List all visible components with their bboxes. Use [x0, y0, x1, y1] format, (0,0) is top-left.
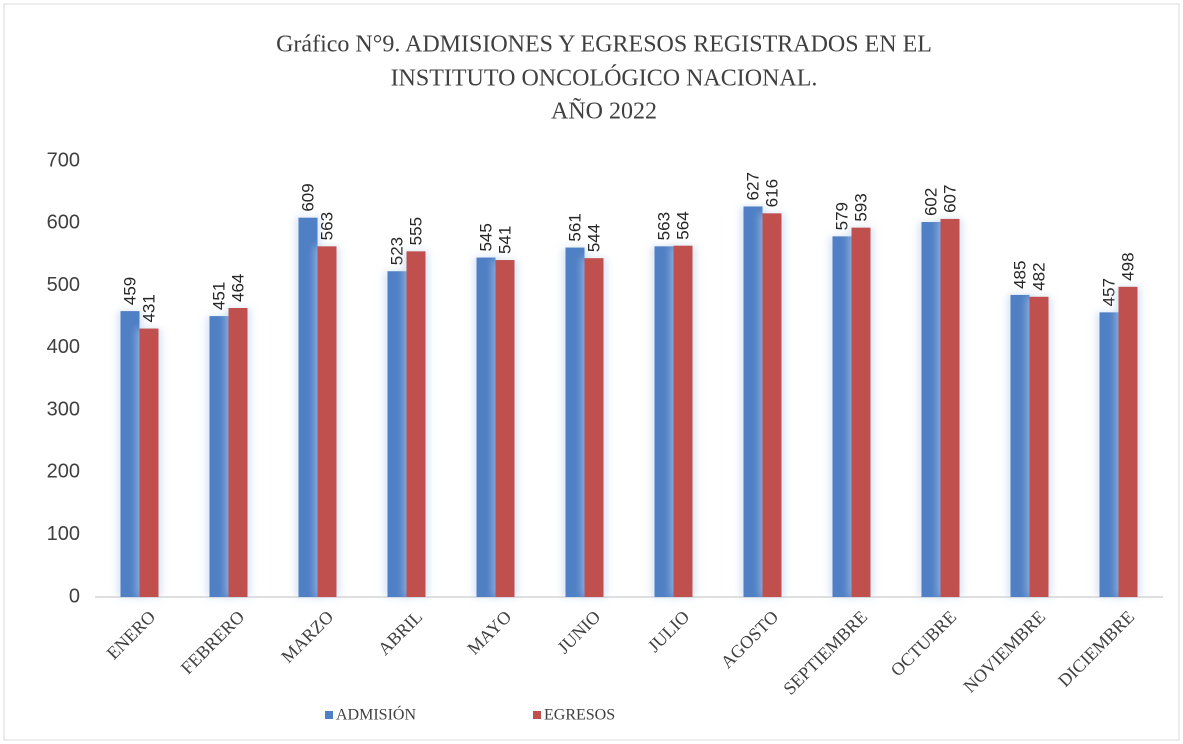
data-label: 545	[476, 223, 495, 251]
data-label: 451	[209, 282, 228, 310]
bar	[832, 236, 852, 597]
bar	[228, 307, 248, 597]
bar	[387, 271, 407, 597]
bar	[476, 257, 496, 597]
chart-title: INSTITUTO ONCOLÓGICO NACIONAL.	[391, 65, 818, 92]
y-tick-label: 400	[47, 336, 80, 358]
data-label: 544	[584, 224, 603, 252]
bar	[940, 218, 960, 597]
legend-swatch	[325, 711, 333, 719]
bar	[584, 258, 604, 597]
data-label: 498	[1118, 252, 1137, 280]
data-label: 555	[406, 217, 425, 245]
y-tick-label: 300	[47, 398, 80, 420]
bar	[654, 246, 674, 597]
data-label: 609	[298, 183, 317, 211]
y-tick-label: 600	[47, 212, 80, 234]
data-label: 459	[120, 277, 139, 305]
data-label: 616	[762, 179, 781, 207]
data-label: 563	[317, 212, 336, 240]
bar	[921, 222, 941, 598]
bar	[120, 311, 140, 597]
bar	[1010, 294, 1030, 597]
data-label: 561	[565, 213, 584, 241]
bar	[495, 260, 515, 597]
data-label: 485	[1010, 261, 1029, 289]
data-label: 541	[495, 226, 514, 254]
data-label: 563	[654, 212, 673, 240]
bar	[298, 217, 318, 597]
bar	[209, 316, 229, 597]
bar	[565, 247, 585, 597]
y-tick-label: 700	[47, 149, 80, 171]
bar	[1029, 296, 1049, 597]
data-label: 627	[743, 172, 762, 200]
bar	[851, 227, 871, 597]
legend-label: EGRESOS	[544, 707, 615, 724]
bar	[1099, 312, 1119, 597]
data-label: 607	[940, 185, 959, 213]
data-label: 482	[1029, 262, 1048, 290]
y-tick-label: 100	[47, 523, 80, 545]
data-label: 457	[1099, 278, 1118, 306]
legend-label: ADMISIÓN	[336, 705, 416, 724]
bar	[673, 245, 693, 598]
data-label: 431	[139, 294, 158, 322]
bar	[406, 251, 426, 598]
bar	[1118, 286, 1138, 597]
bar	[317, 246, 337, 597]
data-label: 602	[921, 188, 940, 216]
bar	[743, 206, 763, 597]
data-label: 579	[832, 202, 851, 230]
chart-title: AÑO 2022	[551, 99, 657, 125]
y-tick-label: 500	[47, 274, 80, 296]
data-label: 523	[387, 237, 406, 265]
bar	[139, 328, 159, 597]
data-label: 464	[228, 274, 247, 302]
chart-title: Gráfico N°9. ADMISIONES Y EGRESOS REGIST…	[276, 32, 932, 58]
legend-swatch	[533, 711, 541, 719]
data-label: 593	[851, 193, 870, 221]
y-tick-label: 0	[69, 585, 80, 607]
data-label: 564	[673, 211, 692, 239]
bar	[762, 213, 782, 597]
y-tick-label: 200	[47, 461, 80, 483]
